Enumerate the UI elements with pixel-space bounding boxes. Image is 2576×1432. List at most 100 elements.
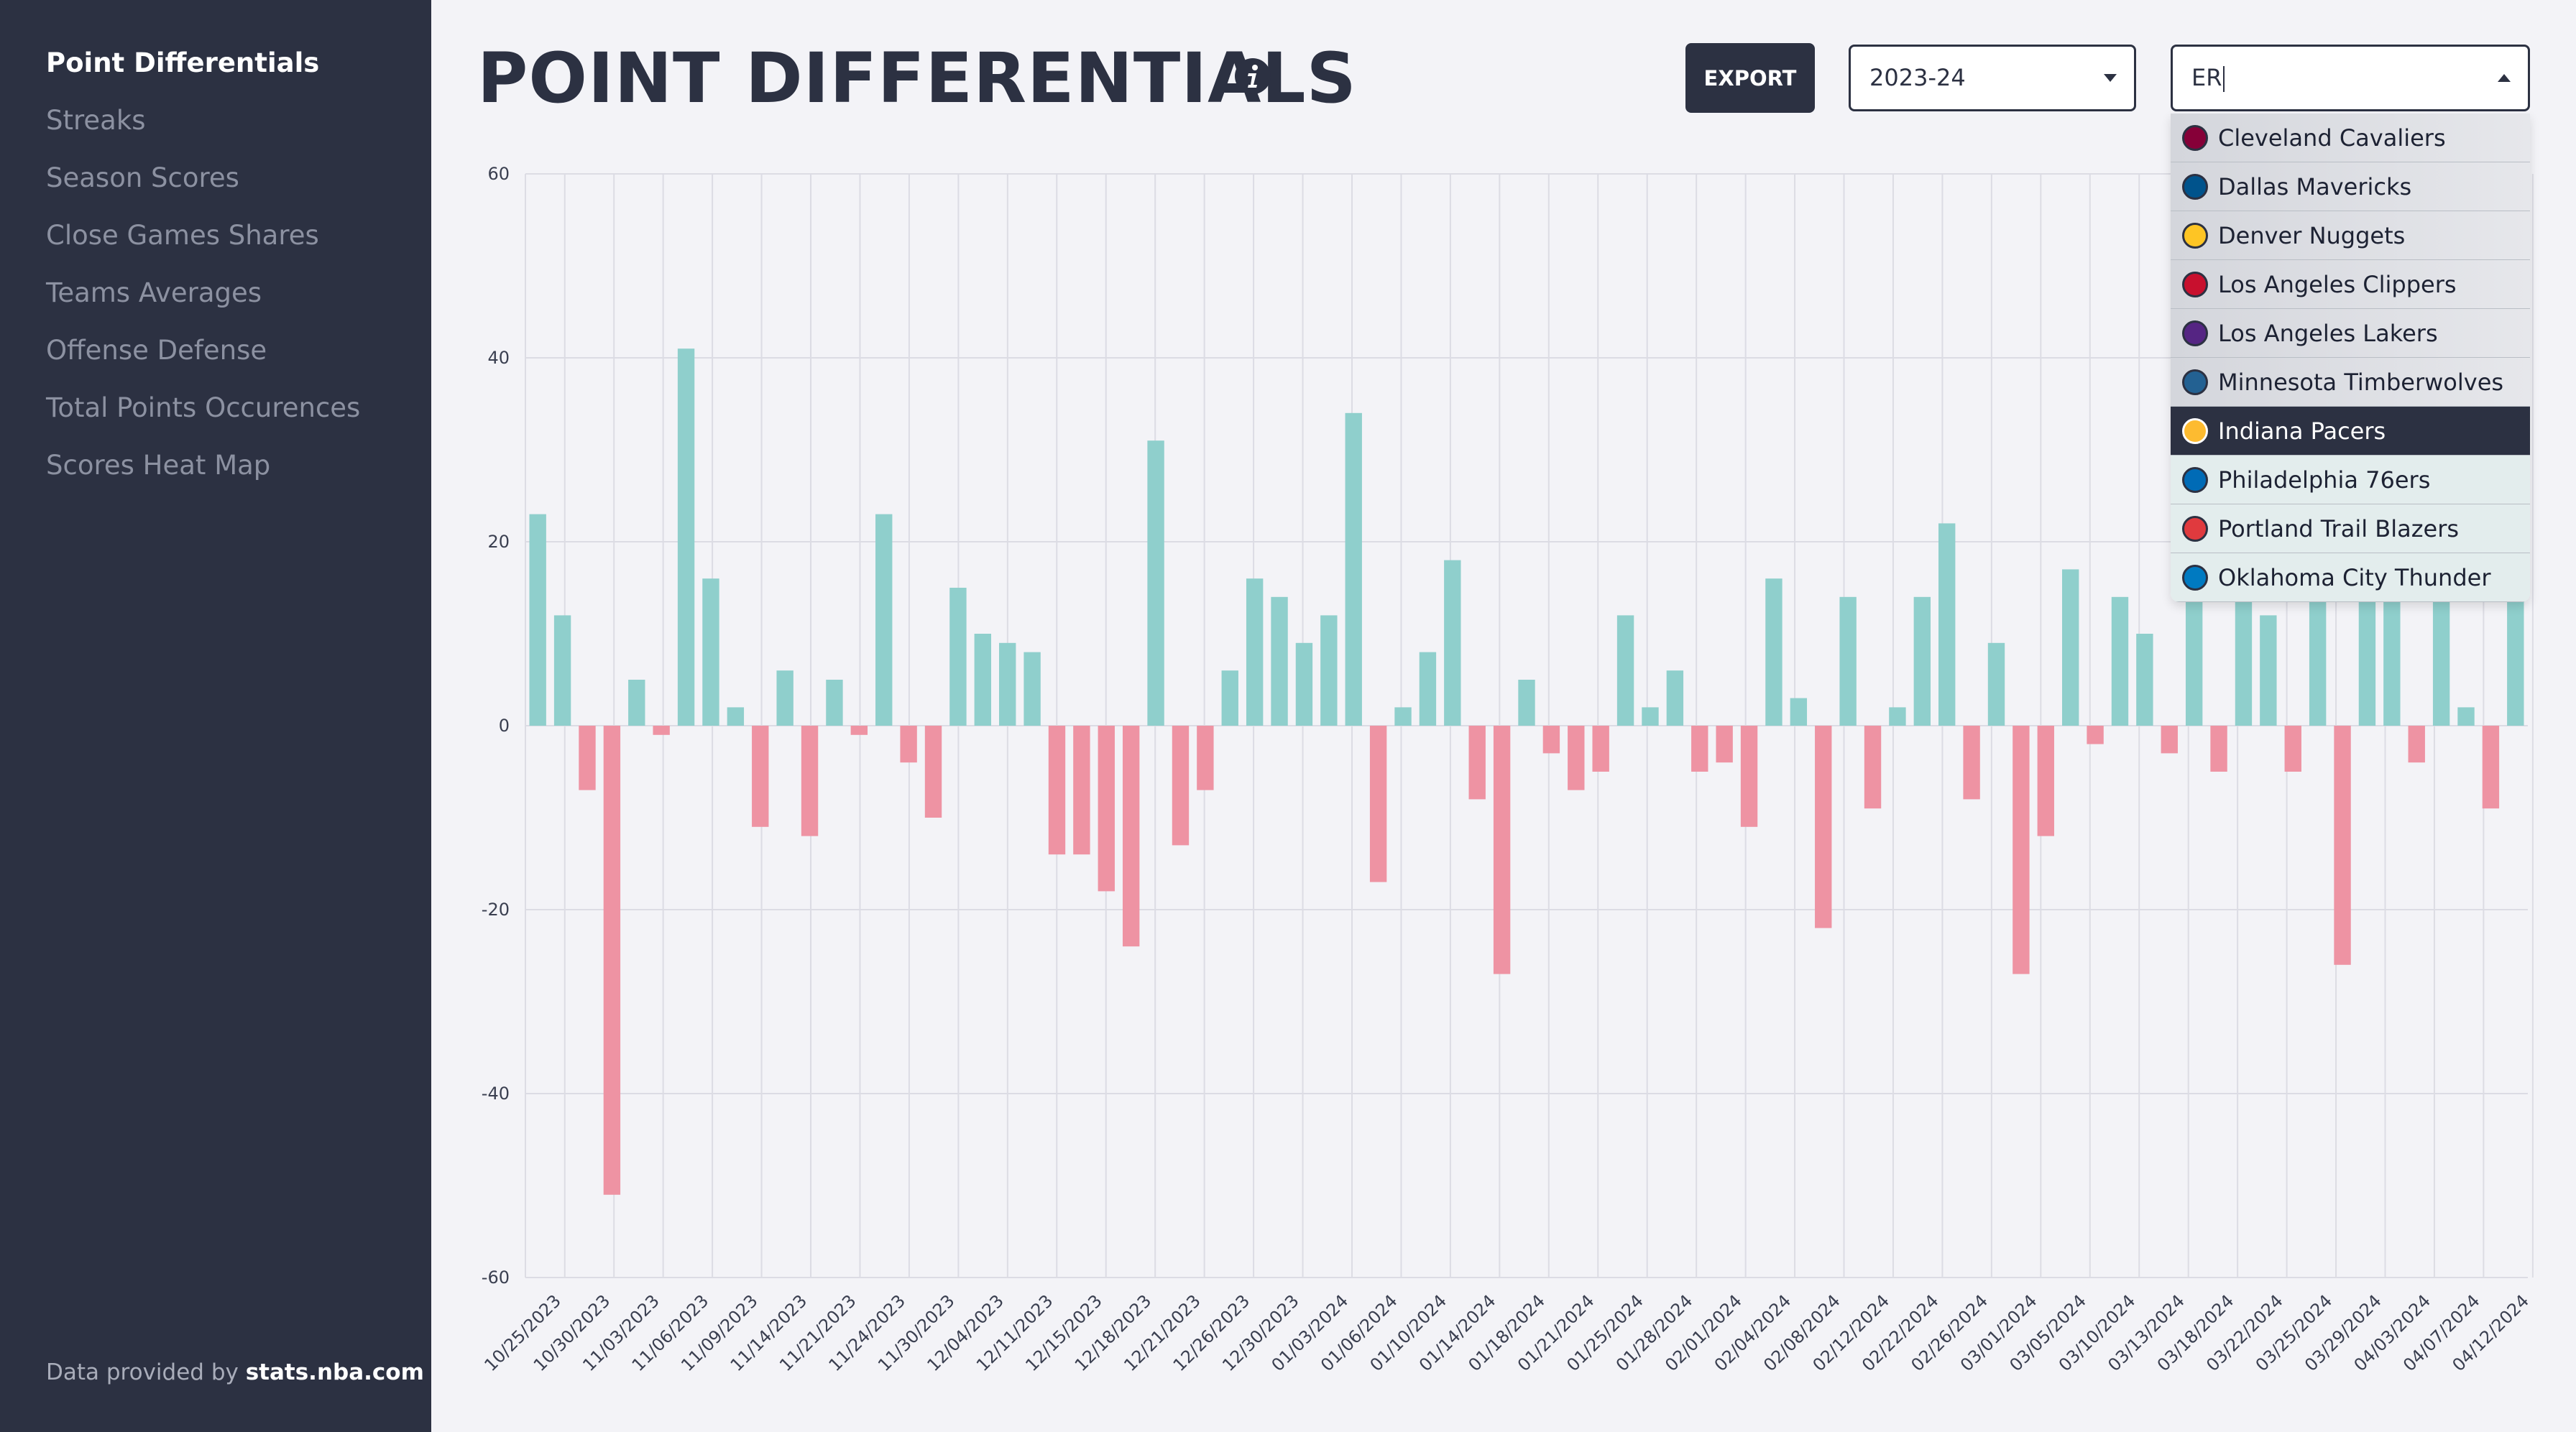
sidebar-item-streaks[interactable]: Streaks [46,105,146,136]
bar [1568,726,1585,790]
bar [2482,726,2500,809]
team-option[interactable]: Los Angeles Clippers [2171,260,2530,309]
bar [949,588,967,726]
bar [1666,670,1684,726]
bar [1468,726,1486,800]
bar [1369,726,1387,882]
team-option[interactable]: Minnesota Timberwolves [2171,358,2530,407]
bar [1765,578,1782,726]
bar [2012,726,2030,974]
team-option[interactable]: Indiana Pacers [2171,407,2530,456]
credit-source-link[interactable]: stats.nba.com [245,1359,424,1385]
sidebar-item-point-differentials[interactable]: Point Differentials [46,47,320,78]
sidebar-item-total-points-occurences[interactable]: Total Points Occurences [46,392,361,423]
info-icon[interactable] [1234,57,1271,95]
team-option[interactable]: Oklahoma City Thunder [2171,553,2530,602]
team-option-label: Indiana Pacers [2218,417,2386,445]
team-option-label: Dallas Mavericks [2218,173,2412,200]
bar [826,680,843,726]
bar [653,726,670,735]
bar [1889,707,1906,726]
y-tick-label: -20 [482,900,510,920]
sidebar-item-teams-averages[interactable]: Teams Averages [46,277,262,308]
bar [2037,726,2054,836]
bar [1518,680,1535,726]
team-option-label: Los Angeles Clippers [2218,271,2457,298]
bar [1147,440,1164,726]
bar [579,726,596,790]
bar [776,670,794,726]
cavaliers-logo-icon [2182,125,2208,151]
bar [801,726,819,836]
timberwolves-logo-icon [2182,369,2208,395]
bar [1839,596,1857,726]
team-option[interactable]: Los Angeles Lakers [2171,309,2530,358]
sidebar-nav: Point Differentials Streaks Season Scores C… [46,34,360,494]
team-option-label: Denver Nuggets [2218,222,2406,249]
bar [1073,726,1090,855]
bar [1394,707,1412,726]
bar [2457,707,2475,726]
team-option[interactable]: Philadelphia 76ers [2171,456,2530,504]
bar [1024,652,1041,726]
bar [2383,588,2401,726]
season-select-value: 2023-24 [1869,64,1966,91]
sidebar-item-scores-heat-map[interactable]: Scores Heat Map [46,450,271,481]
bar [2408,726,2425,763]
bar [1295,642,1313,726]
mavericks-logo-icon [2182,174,2208,200]
clippers-logo-icon [2182,272,2208,297]
team-option[interactable]: Portland Trail Blazers [2171,504,2530,553]
bar [999,642,1016,726]
bar [1864,726,1882,809]
season-select[interactable]: 2023-24 [1849,45,2136,111]
sidebar-item-offense-defense[interactable]: Offense Defense [46,335,267,366]
bar [875,514,893,726]
bar [2061,569,2079,726]
bar [1938,523,1956,726]
sidebar: Point Differentials Streaks Season Scores C… [0,0,431,1432]
bar [1098,726,1115,892]
bar [1542,726,1560,754]
bar [974,634,992,726]
team-option[interactable]: Denver Nuggets [2171,211,2530,260]
bar [1271,596,1288,726]
bar [2111,596,2129,726]
bar [900,726,917,763]
bar [2334,726,2351,965]
y-tick-label: -40 [482,1084,510,1104]
export-button[interactable]: EXPORT [1685,43,1815,113]
team-search-input[interactable]: ER [2171,45,2530,111]
pacers-logo-icon [2182,418,2208,444]
bar [529,514,546,726]
team-option[interactable]: Cleveland Cavaliers [2171,114,2530,162]
page-title: POINT DIFFERENTIALS [477,38,1357,119]
bar [850,726,868,735]
team-option[interactable]: Dallas Mavericks [2171,162,2530,211]
bar [1815,726,1832,928]
bar [2260,615,2277,726]
bar [2087,726,2104,744]
bar [1493,726,1511,974]
bar [1740,726,1758,827]
bar [677,348,695,726]
sidebar-item-season-scores[interactable]: Season Scores [46,162,239,193]
bar [603,726,621,1195]
bar [924,726,942,818]
bar [1790,698,1808,726]
y-tick-label: -60 [482,1267,510,1288]
chevron-down-icon [2104,74,2117,82]
bar [1048,726,1066,855]
bar [1716,726,1733,763]
team-option-label: Philadelphia 76ers [2218,466,2431,494]
bar [1246,578,1264,726]
team-search-value: ER [2191,47,2225,109]
thunder-logo-icon [2182,565,2208,591]
bar [1987,642,2005,726]
bar [2210,726,2227,772]
bar [2309,588,2327,726]
sidebar-item-close-games-shares[interactable]: Close Games Shares [46,220,319,251]
bar [2432,596,2450,726]
chevron-up-icon [2498,74,2511,82]
